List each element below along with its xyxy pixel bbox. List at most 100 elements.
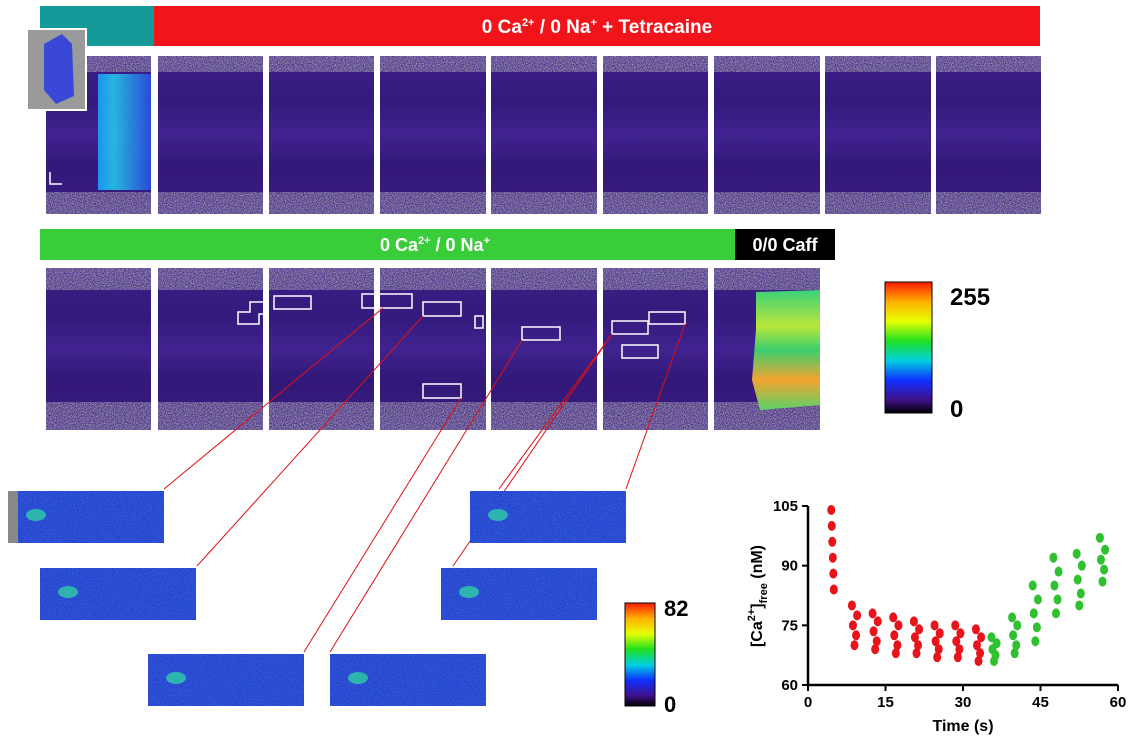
data-point (1034, 594, 1042, 604)
membrane-noise (380, 402, 486, 430)
data-point (894, 620, 902, 630)
label-part: + (484, 235, 490, 247)
y-tick-label: 60 (781, 677, 798, 694)
label-part: (nM) (749, 545, 766, 583)
data-point (892, 648, 900, 658)
kymograph (714, 56, 820, 214)
label-part: 2+ (418, 235, 431, 247)
label-part: 2+ (746, 609, 758, 622)
label-part: / 0 Na (534, 17, 590, 38)
figure: 0 Ca2+ / 0 Na+ + Tetracaine 0 Ca2+ / 0 N… (0, 0, 1129, 741)
colorbar (625, 603, 655, 706)
membrane-noise (158, 268, 263, 290)
data-point (1073, 549, 1081, 559)
spark (166, 672, 186, 684)
membrane-noise (46, 192, 151, 214)
y-tick-label: 75 (781, 617, 798, 634)
zoom-images (8, 491, 626, 706)
data-point (1099, 577, 1107, 587)
data-point (848, 600, 856, 610)
data-point (1075, 600, 1083, 610)
data-point (828, 537, 836, 547)
data-point (851, 640, 859, 650)
data-point (1101, 545, 1109, 555)
spark (459, 586, 479, 598)
membrane-noise (714, 56, 820, 72)
data-point (870, 626, 878, 636)
y-tick-label: 105 (773, 498, 798, 515)
spark (348, 672, 368, 684)
kymograph (380, 56, 486, 214)
membrane-noise (936, 192, 1041, 214)
data-point (931, 620, 939, 630)
x-tick-label: 45 (1032, 694, 1049, 711)
data-point (951, 620, 959, 630)
membrane-noise (491, 56, 597, 72)
connector (304, 398, 461, 652)
kymograph (269, 56, 374, 214)
kymograph-row (46, 268, 820, 430)
kymograph (603, 56, 708, 214)
data-point (1011, 648, 1019, 658)
colorbar-max: 255 (950, 284, 990, 311)
data-point (975, 656, 983, 666)
kymograph-row (46, 56, 1041, 214)
data-point (1033, 622, 1041, 632)
membrane-noise (825, 192, 931, 214)
label-part: 0 Ca (380, 235, 419, 255)
membrane-noise (158, 56, 263, 72)
tetracaine-label: 0 Ca2+ / 0 Na+ + Tetracaine (482, 17, 712, 38)
data-point (1055, 567, 1063, 577)
label-part: free (758, 583, 770, 603)
colorbar-max: 82 (664, 596, 688, 621)
data-point (852, 630, 860, 640)
data-point (1009, 630, 1017, 640)
caffeine-label: 0/0 Caff (752, 235, 818, 255)
colorbar-min: 0 (950, 396, 963, 423)
membrane-noise (491, 402, 597, 430)
data-point (954, 652, 962, 662)
data-point (1077, 589, 1085, 599)
data-point (1013, 620, 1021, 630)
kymograph (491, 56, 597, 214)
membrane-noise (380, 192, 486, 214)
membrane-noise (380, 56, 486, 72)
data-point (1031, 636, 1039, 646)
label-part: / 0 Na (431, 235, 485, 255)
data-point (910, 616, 918, 626)
membrane-noise (936, 56, 1041, 72)
x-tick-label: 30 (955, 694, 972, 711)
data-point (1078, 561, 1086, 571)
label-part: 0 Ca (482, 17, 523, 38)
data-point (1030, 608, 1038, 618)
label-part: [Ca (749, 621, 766, 647)
membrane-noise (491, 268, 597, 290)
membrane-noise (714, 268, 820, 290)
data-point (1049, 553, 1057, 563)
data-point (830, 585, 838, 595)
zero-zero-label: 0 Ca2+ / 0 Na+ (380, 235, 490, 255)
kymograph (936, 56, 1041, 214)
data-point (1029, 581, 1037, 591)
data-point (829, 569, 837, 579)
data-point (1050, 581, 1058, 591)
kymograph (825, 56, 931, 214)
kymograph (158, 56, 263, 214)
data-point (1052, 608, 1060, 618)
colorbar-min: 0 (664, 692, 676, 717)
data-point (874, 616, 882, 626)
membrane-noise (269, 402, 374, 430)
data-point (849, 620, 857, 630)
membrane-noise (603, 268, 708, 290)
x-tick-label: 15 (877, 694, 894, 711)
data-point (1054, 594, 1062, 604)
data-point (1074, 575, 1082, 585)
data-point (853, 610, 861, 620)
data-point (1100, 565, 1108, 575)
data-point (972, 624, 980, 634)
data-point (933, 652, 941, 662)
spark (58, 586, 78, 598)
calcium-release (98, 74, 151, 190)
membrane-noise (380, 268, 486, 290)
